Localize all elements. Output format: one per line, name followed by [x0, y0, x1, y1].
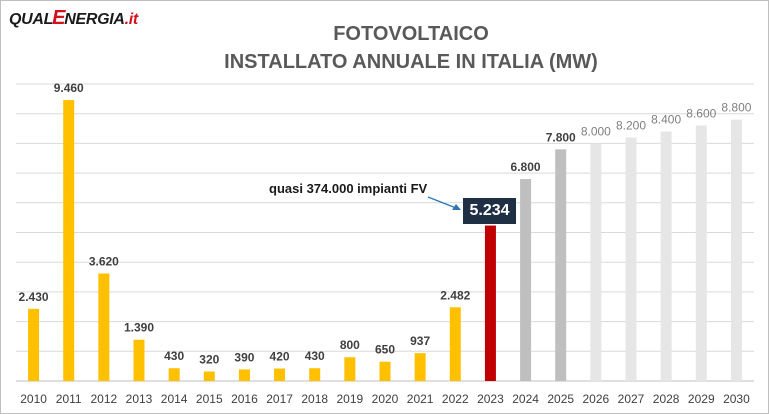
x-tick-2021: 2021 [407, 392, 434, 406]
bar-2022 [449, 307, 461, 381]
bar-2019 [344, 357, 356, 381]
data-label-2017: 420 [270, 350, 290, 364]
annotation-arrowhead [452, 204, 461, 210]
bar-2029 [695, 125, 707, 381]
data-label-2012: 3.620 [89, 254, 119, 268]
x-tick-2026: 2026 [583, 392, 610, 406]
bar-2010 [28, 308, 40, 381]
x-tick-2020: 2020 [372, 392, 399, 406]
bar-2023 [484, 225, 496, 381]
x-tick-2013: 2013 [126, 392, 153, 406]
x-tick-2018: 2018 [301, 392, 328, 406]
x-tick-2010: 2010 [20, 392, 47, 406]
bar-2013 [133, 339, 145, 381]
x-tick-2023: 2023 [477, 392, 504, 406]
bar-2016 [238, 369, 250, 381]
bar-2014 [168, 368, 180, 381]
data-label-2018: 430 [305, 349, 325, 363]
x-tick-2011: 2011 [56, 392, 82, 406]
x-tick-2024: 2024 [512, 392, 539, 406]
data-label-2010: 2.430 [19, 290, 49, 304]
annotation-label: quasi 374.000 impianti FV [269, 181, 428, 196]
x-tick-2022: 2022 [442, 392, 469, 406]
bar-2018 [309, 368, 321, 381]
callout-value-2023: 5.234 [463, 198, 516, 224]
x-tick-2016: 2016 [231, 392, 258, 406]
data-label-2024: 6.800 [511, 160, 541, 174]
data-label-2022: 2.482 [440, 288, 470, 302]
bar-2017 [274, 368, 286, 381]
bar-2020 [379, 361, 391, 381]
data-label-2013: 1.390 [124, 321, 154, 335]
data-label-2026: 8.000 [581, 124, 611, 138]
x-tick-2014: 2014 [161, 392, 188, 406]
x-tick-2019: 2019 [337, 392, 364, 406]
x-tick-2012: 2012 [91, 392, 118, 406]
x-tick-2015: 2015 [196, 392, 223, 406]
data-label-2027: 8.200 [616, 118, 646, 132]
bar-2025 [555, 149, 567, 381]
bar-2011 [63, 100, 75, 382]
data-label-2029: 8.600 [686, 107, 716, 121]
x-tick-2029: 2029 [688, 392, 715, 406]
bar-2028 [660, 131, 672, 381]
x-tick-2025: 2025 [547, 392, 574, 406]
x-tick-2027: 2027 [618, 392, 645, 406]
data-label-2021: 937 [410, 334, 430, 348]
chart-subtitle: INSTALLATO ANNUALE IN ITALIA (MW) [224, 51, 598, 73]
bar-2012 [98, 273, 110, 381]
data-label-2030: 8.800 [721, 101, 751, 115]
chart-title: FOTOVOLTAICO [333, 23, 489, 45]
data-label-2025: 7.800 [546, 130, 576, 144]
bar-2030 [730, 119, 742, 381]
x-tick-2030: 2030 [723, 392, 750, 406]
bar-2024 [520, 179, 532, 381]
data-label-2020: 650 [375, 343, 395, 357]
data-label-2016: 390 [234, 350, 254, 364]
annotation-arrow [427, 196, 457, 209]
bar-2021 [414, 353, 426, 381]
data-label-2015: 320 [199, 352, 219, 366]
bar-2026 [590, 143, 602, 381]
x-tick-2028: 2028 [653, 392, 680, 406]
data-label-2014: 430 [164, 349, 184, 363]
bar-2027 [625, 137, 637, 381]
data-label-2011: 9.460 [54, 81, 84, 95]
x-tick-2017: 2017 [266, 392, 293, 406]
qualenergia-logo: QUALENERGIA.it [9, 7, 138, 29]
bar-2015 [203, 371, 215, 381]
data-label-2028: 8.400 [651, 113, 681, 127]
data-label-2019: 800 [340, 338, 360, 352]
